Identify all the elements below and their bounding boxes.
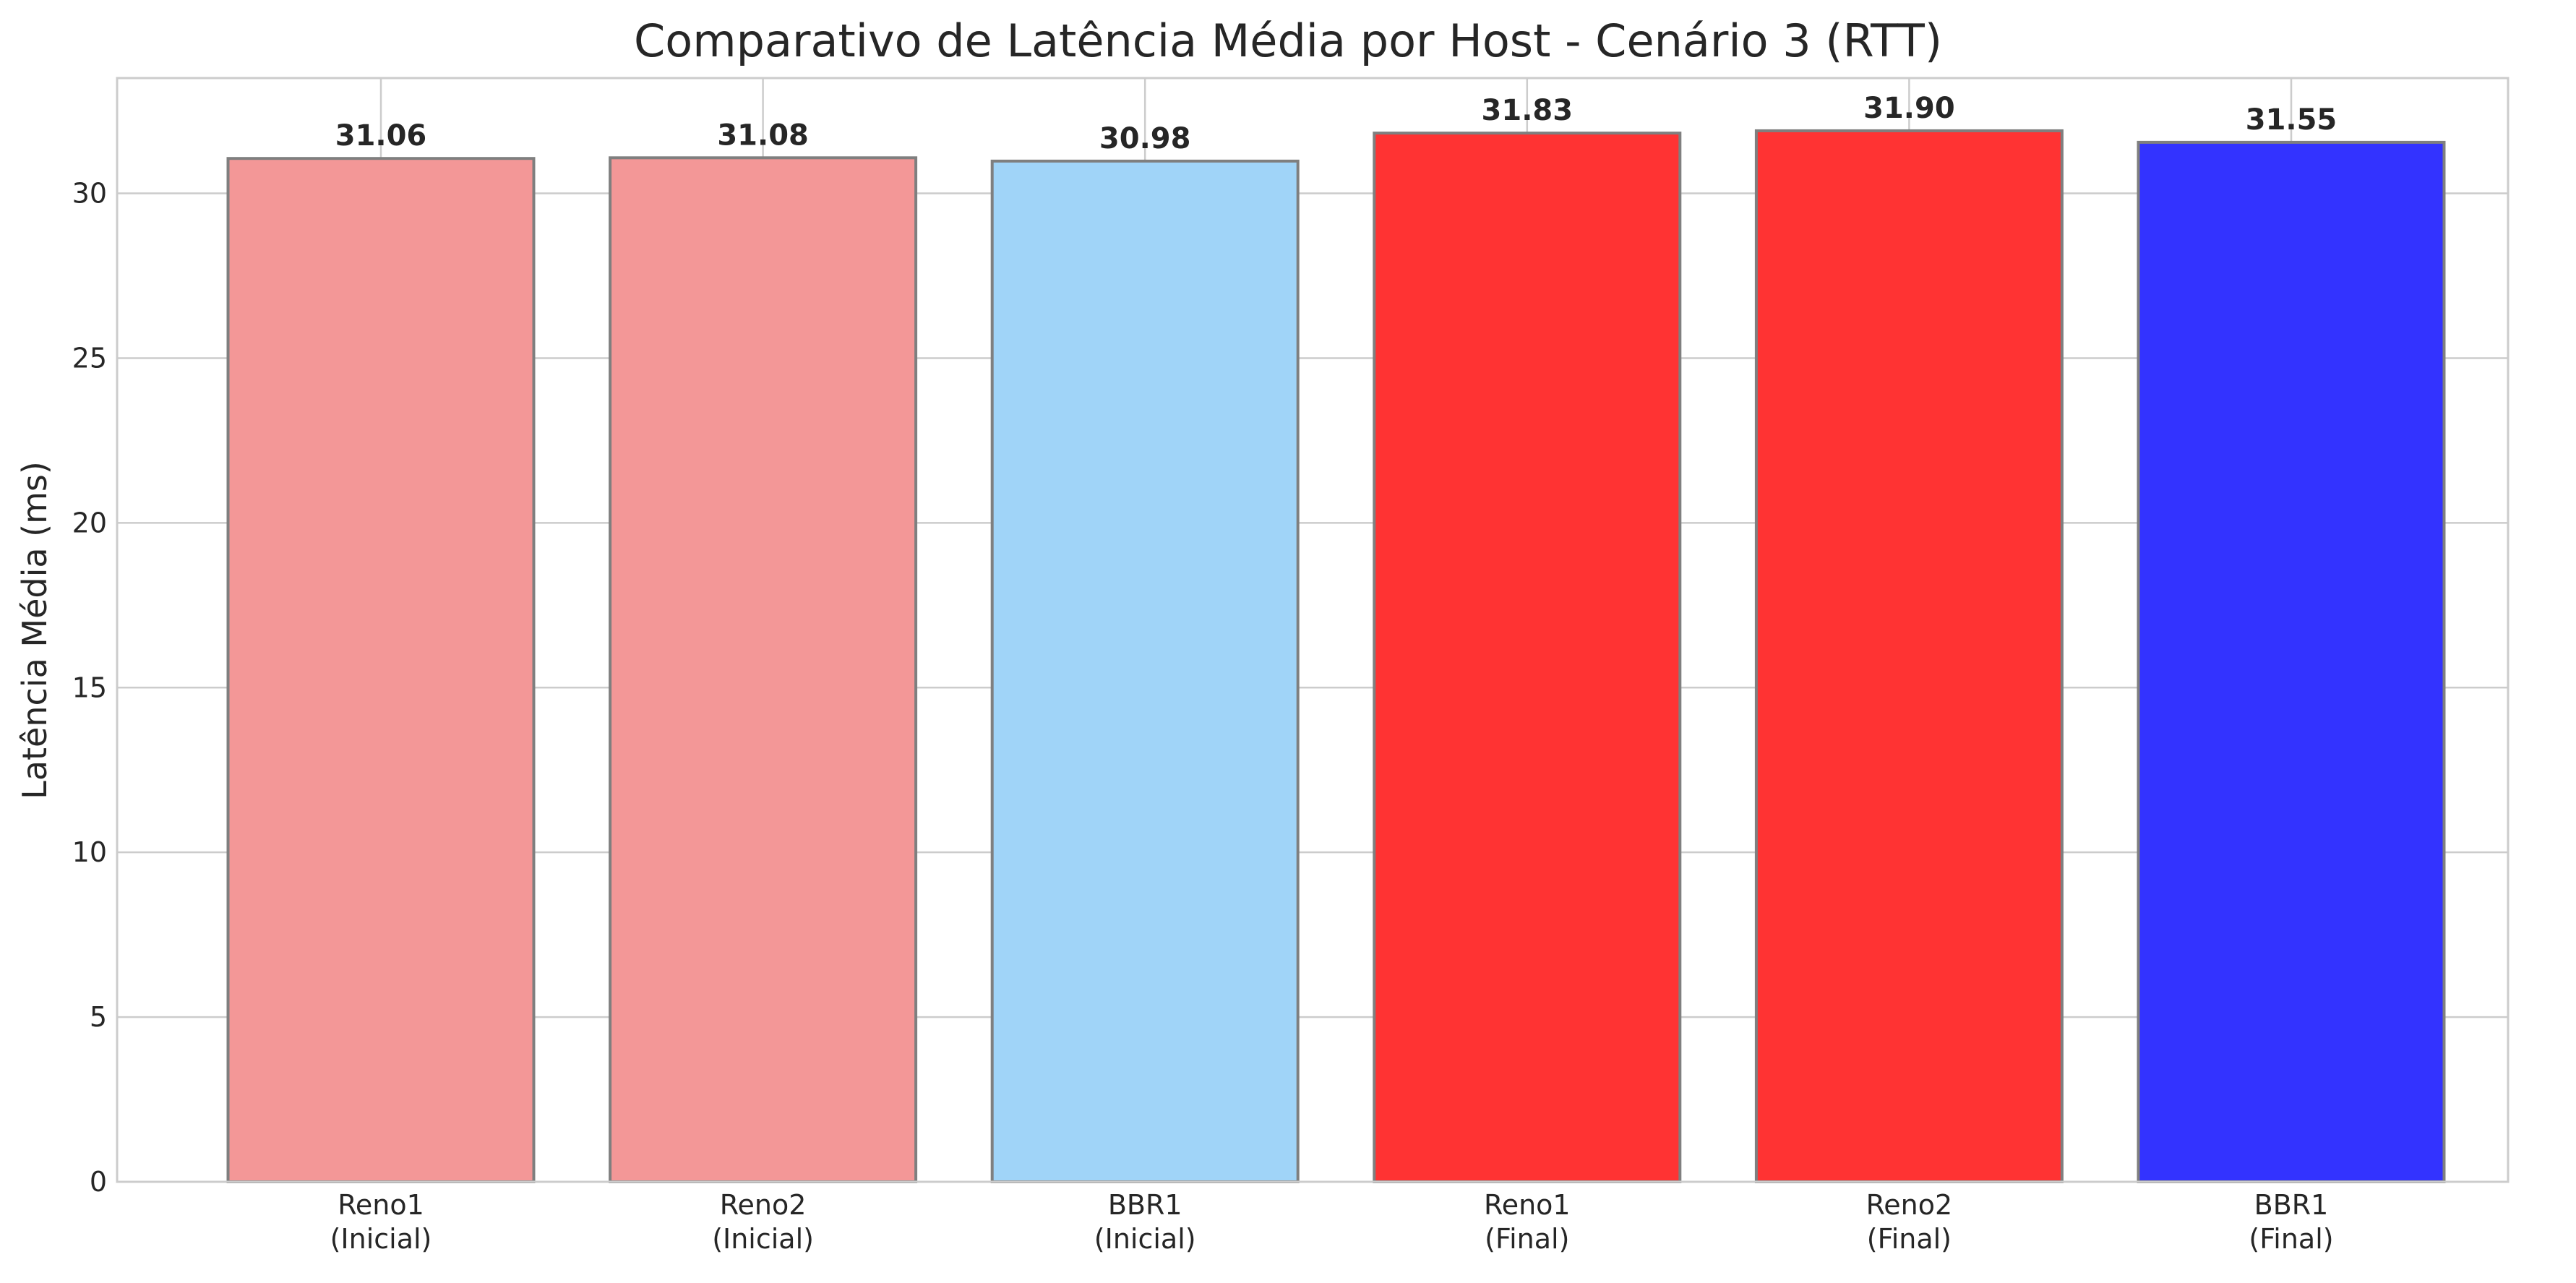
bar bbox=[226, 157, 536, 1183]
data-labels: 31.06 31.08 30.98 31.83 31.90 31.55 bbox=[335, 92, 2337, 155]
x-tick-label: Reno1(Inicial) bbox=[330, 1189, 432, 1255]
bar bbox=[990, 159, 1300, 1184]
x-tick-label: Reno2(Final) bbox=[1866, 1189, 1953, 1255]
x-tick-label-line: (Inicial) bbox=[330, 1223, 432, 1255]
x-tick-label-line: BBR1 bbox=[1108, 1189, 1182, 1221]
y-tick-label: 0 bbox=[90, 1166, 107, 1198]
x-tick-label-line: Reno2 bbox=[1866, 1189, 1953, 1221]
bar-value-label: 31.83 bbox=[1482, 94, 1573, 127]
x-tick-label-line: (Final) bbox=[1867, 1223, 1952, 1255]
x-tick-label: BBR1(Inicial) bbox=[1094, 1189, 1196, 1255]
y-axis-ticks: 0 5 10 15 20 25 30 bbox=[72, 178, 107, 1198]
y-axis-label: Latência Média (ms) bbox=[15, 461, 54, 799]
chart-title: Comparativo de Latência Média por Host -… bbox=[634, 14, 1942, 67]
x-axis-ticks: Reno1(Inicial)Reno2(Inicial)BBR1(Inicial… bbox=[330, 1189, 2334, 1255]
x-tick-label-line: BBR1 bbox=[2254, 1189, 2329, 1221]
y-tick-label: 5 bbox=[90, 1001, 107, 1033]
y-tick-label: 10 bbox=[72, 836, 107, 868]
bar bbox=[1373, 132, 1682, 1184]
x-tick-label-line: (Final) bbox=[1485, 1223, 1569, 1255]
x-tick-label-line: Reno1 bbox=[338, 1189, 424, 1221]
x-tick-label: BBR1(Final) bbox=[2249, 1189, 2333, 1255]
x-tick-label-line: (Inicial) bbox=[1094, 1223, 1196, 1255]
y-tick-label: 20 bbox=[72, 507, 107, 538]
bar bbox=[1754, 129, 2064, 1183]
x-tick-label-line: (Final) bbox=[2249, 1223, 2333, 1255]
y-tick-label: 25 bbox=[72, 342, 107, 374]
y-tick-label: 15 bbox=[72, 671, 107, 703]
x-tick-label-line: Reno1 bbox=[1484, 1189, 1571, 1221]
bar bbox=[2137, 140, 2446, 1183]
x-tick-label: Reno2(Inicial) bbox=[712, 1189, 814, 1255]
y-tick-label: 30 bbox=[72, 178, 107, 210]
bar-value-label: 30.98 bbox=[1099, 122, 1191, 155]
x-tick-label: Reno1(Final) bbox=[1484, 1189, 1571, 1255]
bar-value-label: 31.06 bbox=[335, 119, 427, 153]
bar-value-label: 31.90 bbox=[1863, 92, 1955, 125]
plot-frame bbox=[116, 77, 2510, 1183]
x-tick-label-line: Reno2 bbox=[720, 1189, 807, 1221]
bar-value-label: 31.08 bbox=[717, 119, 809, 152]
x-tick-label-line: (Inicial) bbox=[712, 1223, 814, 1255]
bar-value-label: 31.55 bbox=[2246, 103, 2337, 137]
bars bbox=[226, 129, 2446, 1184]
bar bbox=[609, 156, 918, 1183]
